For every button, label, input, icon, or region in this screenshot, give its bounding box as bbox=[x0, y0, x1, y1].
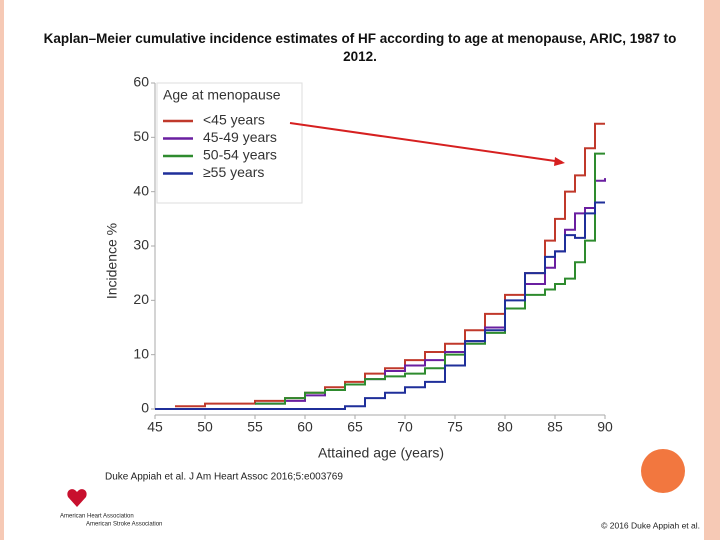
x-tick-label: 85 bbox=[547, 419, 563, 435]
decor-circle bbox=[641, 449, 685, 493]
x-tick-label: 90 bbox=[597, 419, 613, 435]
series-line bbox=[255, 152, 605, 405]
x-tick-label: 70 bbox=[397, 419, 413, 435]
y-tick-label: 20 bbox=[133, 291, 149, 307]
x-tick-label: 45 bbox=[147, 419, 163, 435]
series-line bbox=[255, 178, 606, 405]
copyright: © 2016 Duke Appiah et al. bbox=[601, 520, 700, 530]
x-tick-label: 55 bbox=[247, 419, 263, 435]
y-tick-label: 50 bbox=[133, 128, 149, 144]
x-tick-label: 60 bbox=[297, 419, 313, 435]
logo-text: American Heart Association bbox=[60, 514, 134, 520]
arrow bbox=[289, 122, 563, 163]
x-tick-label: 65 bbox=[347, 419, 363, 435]
y-tick-label: 10 bbox=[133, 345, 149, 361]
legend-label: ≥55 years bbox=[203, 164, 264, 180]
legend-box bbox=[156, 82, 303, 204]
y-tick-label: 0 bbox=[141, 400, 149, 416]
y-axis-label: Incidence % bbox=[104, 223, 120, 299]
y-tick-label: 60 bbox=[133, 74, 149, 90]
y-tick-label: 30 bbox=[133, 237, 149, 253]
x-tick-label: 50 bbox=[197, 419, 213, 435]
logo: American Heart Association American Stro… bbox=[60, 489, 162, 528]
chart-title: Kaplan–Meier cumulative incidence estima… bbox=[43, 31, 677, 64]
title-box: Kaplan–Meier cumulative incidence estima… bbox=[43, 31, 677, 64]
x-tick-label: 75 bbox=[447, 419, 463, 435]
x-tick-label: 80 bbox=[497, 419, 513, 435]
legend-label: <45 years bbox=[203, 112, 265, 128]
legend-label: 45-49 years bbox=[203, 129, 277, 145]
series-line bbox=[155, 201, 605, 410]
citation: Duke Appiah et al. J Am Heart Assoc 2016… bbox=[105, 472, 343, 483]
slide-border bbox=[704, 0, 720, 540]
arrow-head bbox=[554, 157, 565, 166]
slide-border bbox=[0, 0, 4, 540]
legend-label: 50-54 years bbox=[203, 147, 277, 163]
logo-text: American Stroke Association bbox=[86, 522, 162, 528]
y-tick-label: 40 bbox=[133, 182, 149, 198]
logo-heart bbox=[67, 489, 87, 507]
x-axis-label: Attained age (years) bbox=[318, 445, 444, 461]
legend-title: Age at menopause bbox=[163, 87, 281, 103]
